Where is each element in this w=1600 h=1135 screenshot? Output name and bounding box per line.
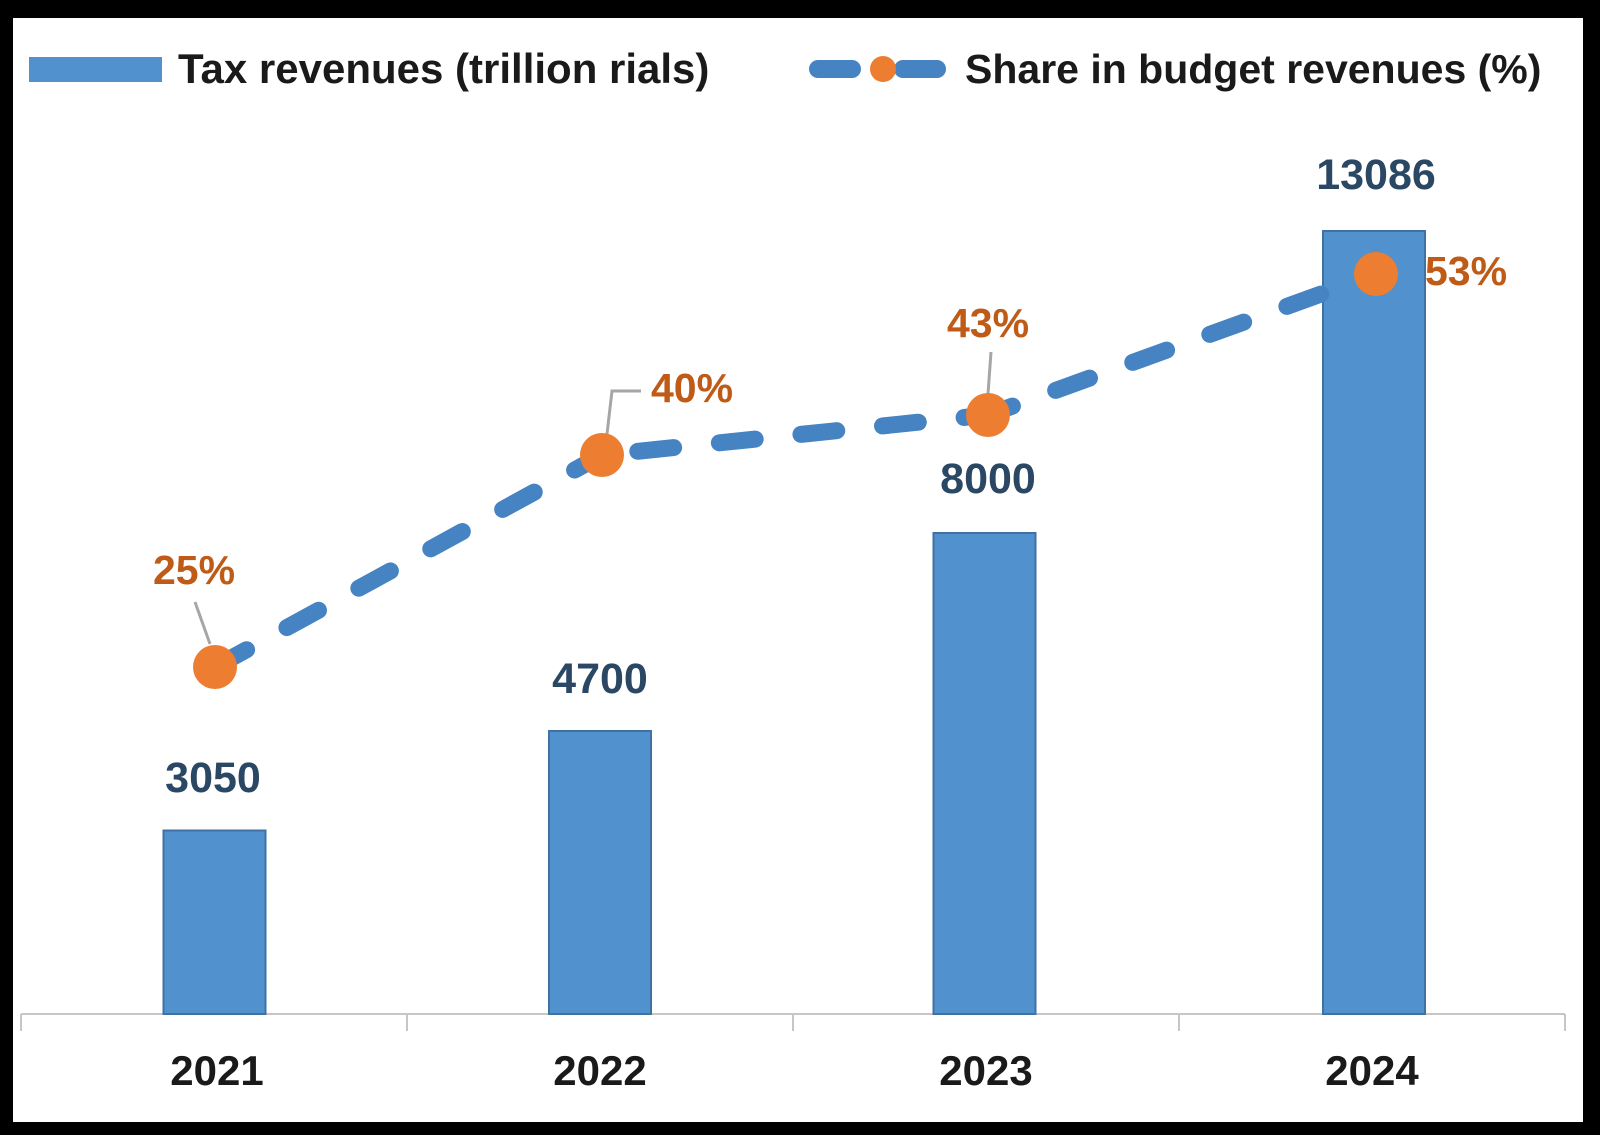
svg-text:25%: 25%	[153, 547, 235, 593]
svg-text:2021: 2021	[170, 1047, 263, 1094]
svg-text:Tax revenues (trillion rials): Tax revenues (trillion rials)	[178, 45, 709, 92]
svg-text:40%: 40%	[651, 365, 733, 411]
svg-text:2023: 2023	[939, 1047, 1032, 1094]
svg-text:8000: 8000	[940, 455, 1036, 503]
svg-text:Share in budget revenues (%): Share in budget revenues (%)	[965, 46, 1541, 92]
svg-text:3050: 3050	[165, 754, 261, 802]
svg-text:2024: 2024	[1325, 1047, 1419, 1094]
svg-text:43%: 43%	[947, 300, 1029, 346]
svg-text:13086: 13086	[1316, 151, 1436, 199]
svg-text:53%: 53%	[1425, 248, 1507, 294]
svg-text:2022: 2022	[553, 1047, 646, 1094]
svg-text:4700: 4700	[552, 655, 648, 703]
